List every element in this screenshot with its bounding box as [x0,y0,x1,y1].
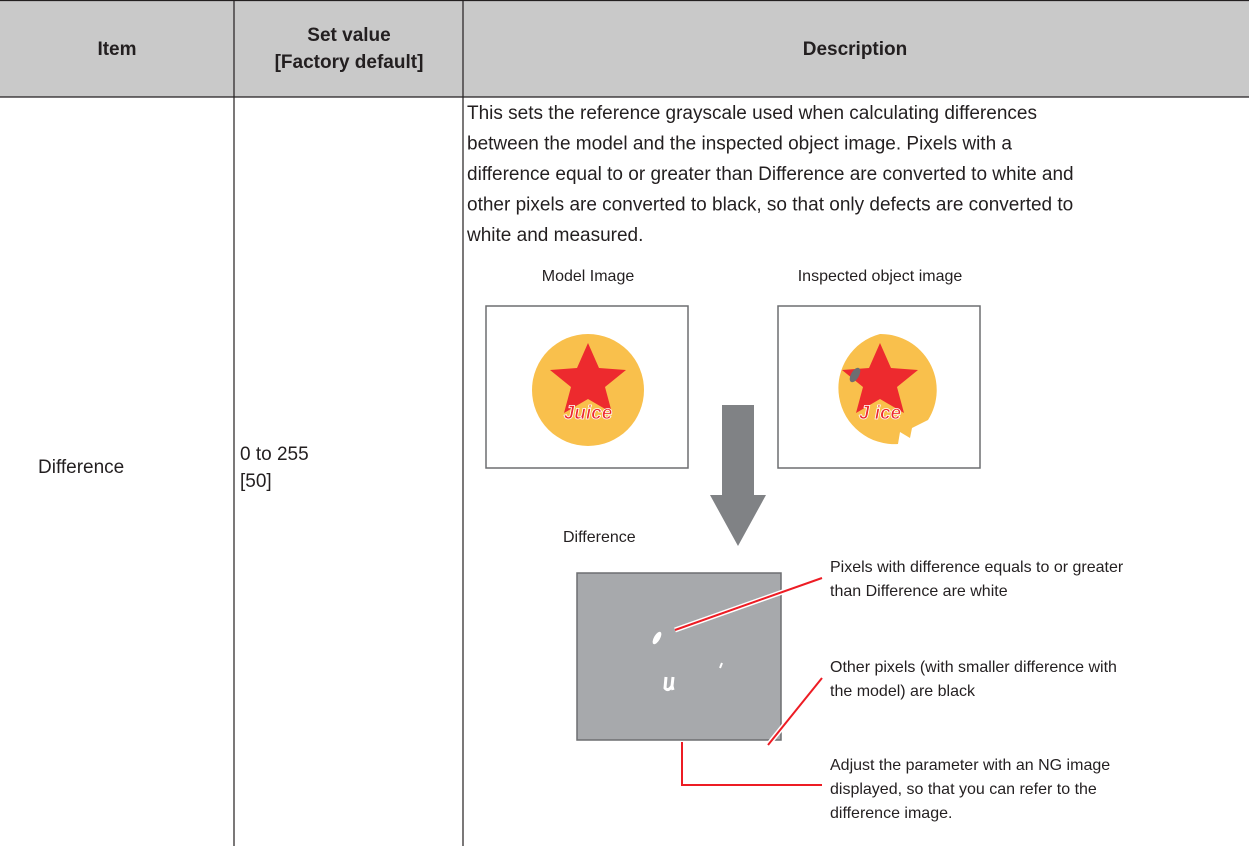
callout-line [674,577,823,786]
callout-text: difference image. [830,805,952,822]
description-line: This sets the reference grayscale used w… [467,103,1037,124]
callout-text: Adjust the parameter with an NG image [830,757,1110,774]
difference-image [576,572,782,741]
callout-text: than Difference are white [830,583,1008,600]
defect [663,676,675,692]
description-line: white and measured. [466,225,643,246]
image-text: J ice [859,403,902,424]
image-text: Juice [564,403,613,424]
description-line: other pixels are converted to black, so … [467,195,1073,216]
defect [849,367,861,383]
header-set-value: Set value [307,25,390,46]
arrow [710,405,766,546]
callout-text: displayed, so that you can refer to the [830,781,1097,798]
callout-text: Other pixels (with smaller difference wi… [830,659,1117,676]
description: This sets the reference grayscale used w… [466,103,1074,246]
star [550,343,626,413]
callouts: Pixels with difference equals to or grea… [830,559,1124,822]
description-line: difference equal to or greater than Diff… [467,164,1074,185]
description-line: between the model and the inspected obje… [467,134,1012,155]
set-value: [50] [240,471,272,492]
figure-label: Model Image [542,268,635,285]
figure-label: Difference [563,529,636,546]
set-value: 0 to 255 [240,444,309,465]
star [842,343,918,413]
defect [719,662,723,669]
header-item: Item [97,39,136,60]
figure-label: Inspected object image [798,268,963,285]
header-set-value: [Factory default] [275,52,424,73]
callout-text: the model) are black [830,683,976,700]
defect [652,631,662,645]
header-bg [0,0,1249,97]
header-description: Description [803,39,908,60]
item: Difference [38,457,124,478]
callout-text: Pixels with difference equals to or grea… [830,559,1124,576]
